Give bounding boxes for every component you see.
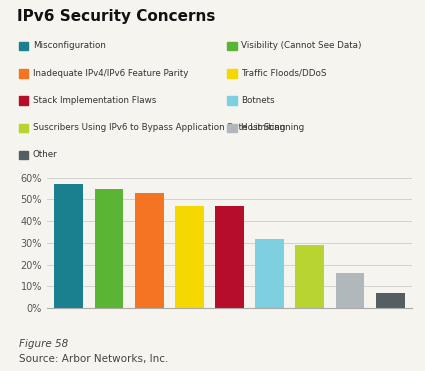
Bar [175, 206, 204, 308]
Bar [94, 188, 124, 308]
Text: Source: Arbor Networks, Inc.: Source: Arbor Networks, Inc. [19, 354, 168, 364]
Text: Botnets: Botnets [241, 96, 275, 105]
Bar [135, 193, 164, 308]
Text: Visibility (Cannot See Data): Visibility (Cannot See Data) [241, 42, 362, 50]
Text: Host Scanning: Host Scanning [241, 123, 304, 132]
Text: Suscribers Using IPv6 to Bypass Application Rate Limiting: Suscribers Using IPv6 to Bypass Applicat… [33, 123, 285, 132]
Bar [215, 206, 244, 308]
Bar [255, 239, 284, 308]
Text: IPv6 Security Concerns: IPv6 Security Concerns [17, 9, 215, 24]
Text: Figure 58: Figure 58 [19, 339, 68, 349]
Text: Inadequate IPv4/IPv6 Feature Parity: Inadequate IPv4/IPv6 Feature Parity [33, 69, 188, 78]
Text: Misconfiguration: Misconfiguration [33, 42, 105, 50]
Text: Stack Implementation Flaws: Stack Implementation Flaws [33, 96, 156, 105]
Bar [295, 245, 324, 308]
Text: Traffic Floods/DDoS: Traffic Floods/DDoS [241, 69, 326, 78]
Bar [376, 293, 405, 308]
Bar [335, 273, 365, 308]
Text: Other: Other [33, 150, 57, 159]
Bar [54, 184, 83, 308]
